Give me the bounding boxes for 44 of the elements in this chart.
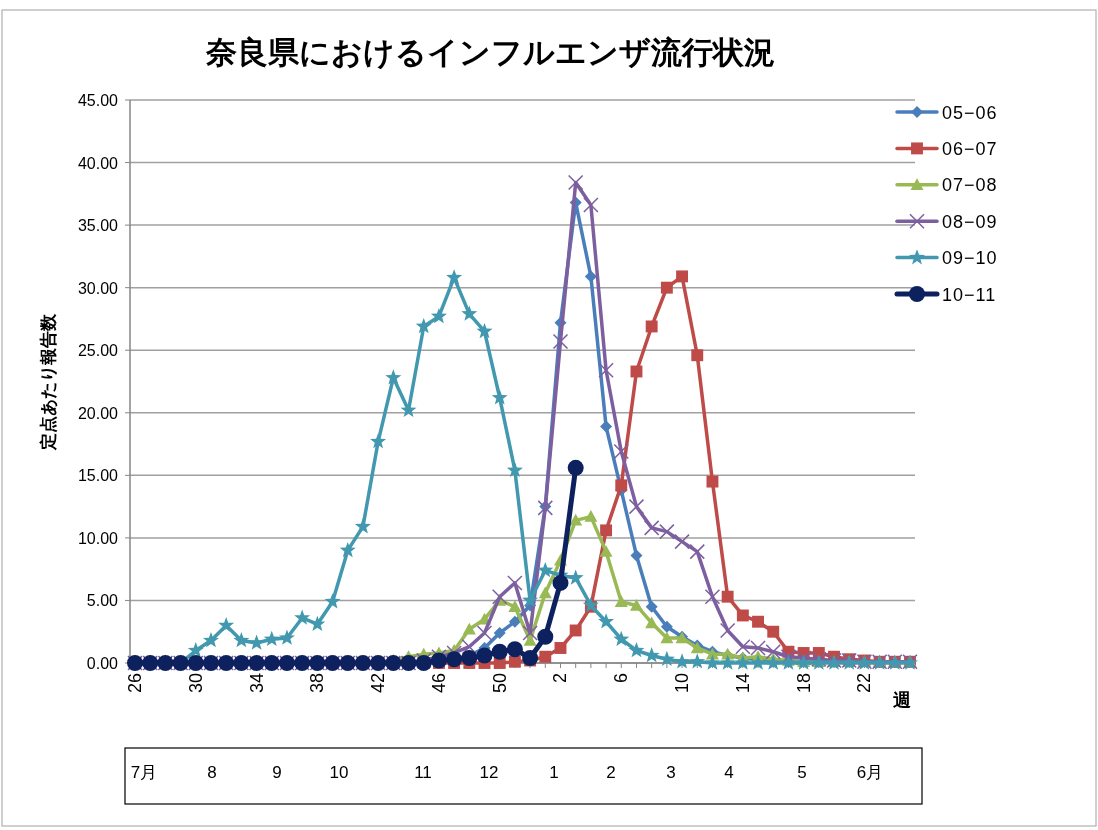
x-tick-label: 22 — [854, 673, 875, 694]
x-tick-label: 2 — [550, 673, 571, 684]
legend-label: 10−11 — [942, 284, 997, 305]
y-tick-label: 5.00 — [86, 592, 119, 610]
x-tick-label: 10 — [672, 673, 693, 694]
text: 7月 — [130, 763, 158, 782]
x-axis-title: 週 — [892, 690, 911, 710]
text: 3 — [666, 763, 676, 782]
y-tick-label: 45.00 — [77, 92, 119, 109]
text: 12 — [479, 763, 499, 782]
x-tick-label: 42 — [368, 673, 389, 694]
x-tick-label: 34 — [246, 673, 267, 694]
x-tick-label: 26 — [125, 673, 145, 694]
text: 5 — [797, 763, 807, 782]
y-tick-label: 15.00 — [77, 467, 119, 485]
text: 2 — [606, 763, 616, 782]
legend-label: 07−08 — [942, 175, 998, 196]
y-axis-title: 定点あたり報告数 — [39, 312, 58, 451]
legend-label: 09−10 — [942, 248, 998, 269]
y-tick-label: 25.00 — [77, 342, 119, 360]
text: 6月 — [856, 763, 884, 782]
chart-title: 奈良県におけるインフルエンザ流行状況 — [204, 35, 775, 70]
text: 11 — [414, 763, 432, 782]
legend-label: 08−09 — [942, 211, 998, 232]
y-tick-label: 20.00 — [77, 404, 119, 422]
x-tick-label: 18 — [793, 673, 814, 694]
text: 9 — [272, 763, 282, 782]
y-tick-label: 35.00 — [77, 217, 119, 235]
x-tick-label: 38 — [307, 673, 328, 694]
legend-label: 05−06 — [942, 102, 998, 123]
text: 4 — [724, 763, 734, 782]
x-tick-label: 14 — [732, 673, 753, 694]
y-tick-label: 40.00 — [77, 154, 119, 172]
x-tick-label: 46 — [428, 673, 449, 694]
x-tick-label: 6 — [611, 673, 632, 684]
x-tick-label: 30 — [185, 673, 206, 694]
text: 10 — [329, 763, 349, 782]
y-tick-label: 10.00 — [77, 529, 119, 547]
y-tick-label: 30.00 — [77, 279, 119, 297]
legend-label: 06−07 — [942, 138, 998, 159]
x-tick-label: 50 — [489, 673, 510, 694]
y-tick-label: 0.00 — [86, 655, 119, 672]
text: 1 — [549, 763, 559, 782]
text: 8 — [207, 763, 217, 782]
